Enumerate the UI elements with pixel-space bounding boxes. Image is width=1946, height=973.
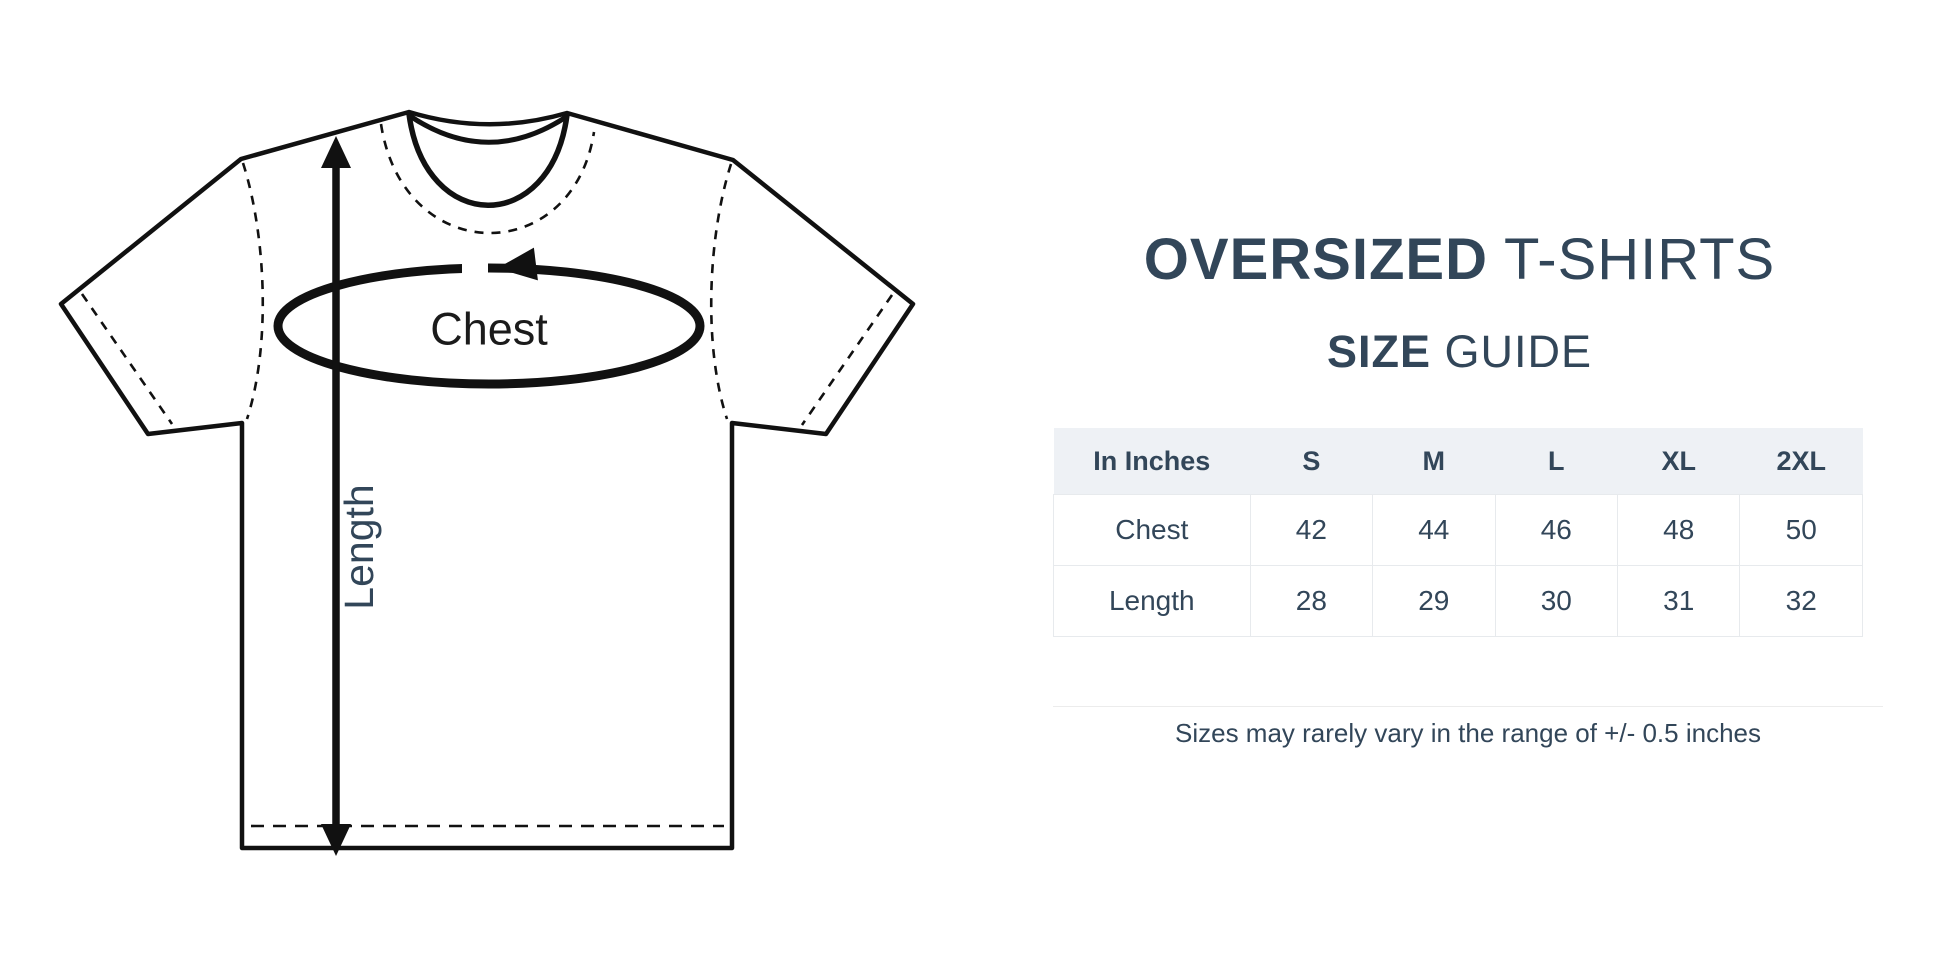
size-guide-panel: OVERSIZED T-SHIRTS SIZE GUIDE In Inches …: [973, 0, 1946, 973]
subtitle-bold: SIZE: [1326, 326, 1431, 377]
ellipse-gap: [462, 254, 488, 279]
length-arrowhead-top-icon: [321, 136, 351, 168]
length-arrowhead-bottom-icon: [321, 824, 351, 856]
title-light: T-SHIRTS: [1504, 227, 1776, 292]
title-bold: OVERSIZED: [1143, 227, 1488, 292]
chest-measure-ellipse: [273, 263, 705, 389]
length-label: Length: [336, 484, 382, 609]
header-cell-m: M: [1372, 428, 1496, 495]
header-cell-s: S: [1250, 428, 1373, 495]
header-cell-xl: XL: [1617, 428, 1740, 495]
row-label-length: Length: [1053, 565, 1251, 637]
front-neckline: [406, 113, 570, 208]
chest-2xl: 50: [1739, 494, 1863, 566]
page-title: OVERSIZED T-SHIRTS: [973, 228, 1946, 292]
table-header-row: In Inches S M L XL 2XL: [1053, 428, 1863, 495]
neck-seam-dashed: [379, 123, 596, 235]
length-l: 30: [1494, 565, 1619, 637]
page-subtitle: SIZE GUIDE: [973, 326, 1946, 378]
chest-m: 44: [1372, 494, 1496, 566]
tolerance-note-text: Sizes may rarely vary in the range of +/…: [1175, 718, 1761, 748]
tshirt-outline: [58, 109, 916, 851]
chest-label: Chest: [430, 304, 548, 355]
chest-s: 42: [1249, 494, 1374, 566]
collar-band-line: [408, 113, 568, 145]
tshirt-diagram: Chest Length: [58, 109, 916, 856]
table-row-length: Length 28 29 30 31 32: [1053, 565, 1863, 637]
size-table: In Inches S M L XL 2XL Chest 42 44 46 48…: [1053, 428, 1863, 637]
tshirt-diagram-svg: Chest Length: [58, 109, 916, 856]
tolerance-note: Sizes may rarely vary in the range of +/…: [1053, 706, 1883, 749]
row-label-chest: Chest: [1053, 494, 1251, 566]
chest-l: 46: [1494, 494, 1619, 566]
left-armhole-seam-dashed: [241, 162, 265, 420]
size-table-header: In Inches S M L XL 2XL: [1053, 428, 1863, 495]
right-armhole-seam-dashed: [709, 163, 733, 420]
header-cell-l: L: [1495, 428, 1618, 495]
header-cell-unit: In Inches: [1053, 428, 1251, 495]
length-m: 29: [1372, 565, 1496, 637]
length-2xl: 32: [1739, 565, 1863, 637]
length-xl: 31: [1616, 565, 1741, 637]
length-s: 28: [1249, 565, 1374, 637]
header-cell-2xl: 2XL: [1739, 428, 1863, 495]
subtitle-light: GUIDE: [1444, 326, 1593, 377]
table-row-chest: Chest 42 44 46 48 50: [1053, 494, 1863, 566]
chest-arrowhead-icon: [497, 247, 538, 281]
chest-xl: 48: [1616, 494, 1741, 566]
